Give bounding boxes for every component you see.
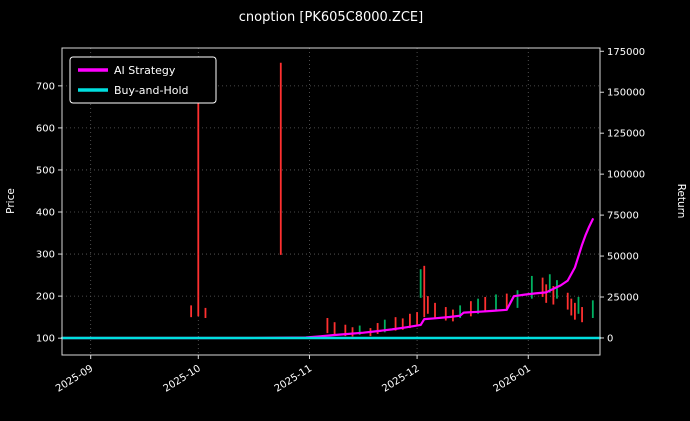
x-tick-label: 2025-09	[54, 363, 95, 394]
y-tick-label-left: 700	[36, 81, 55, 92]
y-tick-label-left: 500	[36, 165, 55, 176]
legend-label-ai-strategy: AI Strategy	[114, 64, 176, 77]
x-tick-label: 2025-11	[273, 363, 314, 394]
y-tick-label-right: 100000	[607, 170, 645, 181]
candlestick-series	[190, 62, 594, 337]
y-tick-label-left: 400	[36, 208, 55, 219]
series-ai-strategy	[60, 218, 594, 340]
x-tick-label: 2025-10	[162, 363, 203, 394]
y-tick-label-right: 25000	[607, 293, 639, 304]
gridlines	[62, 48, 600, 355]
y-tick-label-left: 200	[36, 292, 55, 303]
legend: AI Strategy Buy-and-Hold	[69, 56, 217, 104]
y-tick-label-right: 75000	[607, 211, 639, 222]
y-tick-label-left: 600	[36, 123, 55, 134]
y-tick-label-left: 100	[36, 334, 55, 345]
y-axis-label-right: Return	[675, 184, 687, 219]
y-axis-label-left: Price	[5, 188, 17, 214]
plot-border	[61, 47, 601, 356]
y-tick-label-left: 300	[36, 250, 55, 261]
legend-label-buy-and-hold: Buy-and-Hold	[114, 84, 189, 97]
y-tick-label-right: 0	[607, 333, 613, 344]
x-tick-label: 2026-01	[492, 363, 533, 394]
chart-title: cnoption [PK605C8000.ZCE]	[239, 10, 423, 25]
line-series	[60, 218, 602, 340]
x-tick-label: 2025-12	[380, 363, 421, 394]
y-tick-label-right: 175000	[607, 47, 645, 58]
y-tick-label-right: 125000	[607, 129, 645, 140]
y-tick-label-right: 50000	[607, 252, 639, 263]
y-tick-label-right: 150000	[607, 88, 645, 99]
